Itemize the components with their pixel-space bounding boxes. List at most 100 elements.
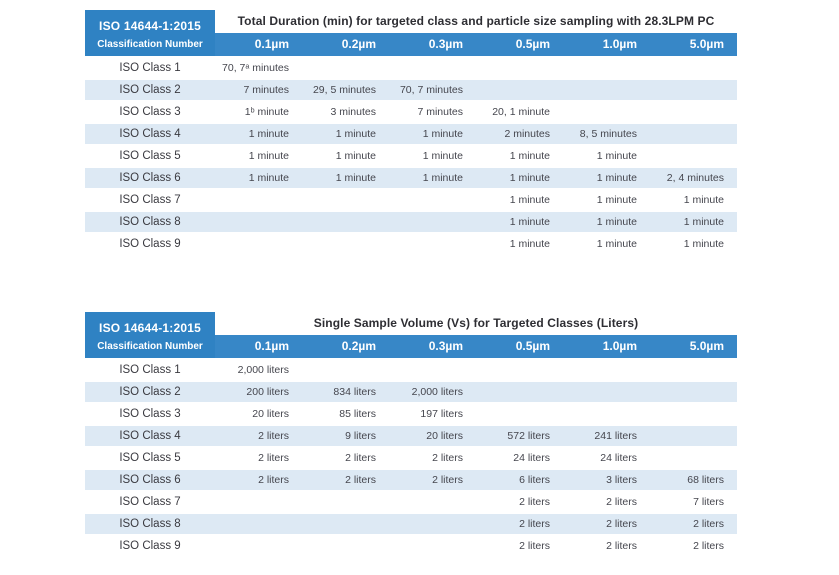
value-cell (650, 124, 737, 144)
row-label: ISO Class 4 (119, 128, 181, 140)
value-cell (563, 102, 650, 122)
table-title: Single Sample Volume (Vs) for Targeted C… (313, 316, 639, 330)
value-cell (476, 404, 563, 424)
header-right: Single Sample Volume (Vs) for Targeted C… (215, 312, 737, 358)
value-cell (389, 58, 476, 78)
row-label: ISO Class 4 (119, 430, 181, 442)
value-cell (650, 382, 737, 402)
row-label: ISO Class 8 (119, 216, 181, 228)
value-cell (563, 80, 650, 100)
value-cell: 2,000 liters (411, 386, 463, 398)
value-cell: 1 minute (596, 238, 637, 250)
table-row: ISO Class 5 1 minute 1 minute 1 minute 1 min… (85, 146, 737, 168)
value-cell: 572 liters (507, 430, 550, 442)
value-cell: 70, 7 minutes (399, 84, 463, 96)
value-cell: 20 liters (252, 408, 289, 420)
value-cell (302, 58, 389, 78)
table-row: ISO Class 1 2,000 liters (85, 360, 737, 382)
value-cell (650, 58, 737, 78)
value-cell: 2 liters (258, 474, 289, 486)
value-cell (215, 190, 302, 210)
value-cell: 68 liters (687, 474, 724, 486)
value-cell: 7 minutes (417, 106, 463, 118)
value-cell: 1 minute (596, 216, 637, 228)
value-cell: 2,000 liters (237, 364, 289, 376)
value-cell: 1 minute (509, 216, 550, 228)
column-header: 5.0µm (689, 339, 724, 353)
value-cell (302, 514, 389, 534)
column-header-row: 0.1µm 0.2µm 0.3µm 0.5µm 1.0µm 5.0µm (215, 335, 737, 358)
value-cell (476, 80, 563, 100)
table-row: ISO Class 5 2 liters 2 liters 2 liters 24 li… (85, 448, 737, 470)
total-duration-table: ISO 14644-1:2015 Classification Number T… (85, 10, 737, 256)
value-cell (302, 234, 389, 254)
table-row: ISO Class 6 1 minute 1 minute 1 minute 1 min… (85, 168, 737, 190)
column-header-row: 0.1µm 0.2µm 0.3µm 0.5µm 1.0µm 5.0µm (215, 33, 737, 56)
value-cell: 1 minute (596, 194, 637, 206)
table-row: ISO Class 7 2 liters 2 liters 7 liters (85, 492, 737, 514)
column-header: 0.3µm (428, 339, 463, 353)
value-cell: 834 liters (333, 386, 376, 398)
value-cell (650, 102, 737, 122)
value-cell: 2 liters (432, 474, 463, 486)
value-cell: 2 liters (258, 452, 289, 464)
value-cell (389, 234, 476, 254)
row-label: ISO Class 5 (119, 452, 181, 464)
row-label: ISO Class 2 (119, 386, 181, 398)
value-cell (563, 360, 650, 380)
row-label: ISO Class 7 (119, 194, 181, 206)
value-cell: 2 liters (258, 430, 289, 442)
row-label: ISO Class 2 (119, 84, 181, 96)
value-cell: 20 liters (426, 430, 463, 442)
row-label: ISO Class 3 (119, 408, 181, 420)
value-cell: 24 liters (600, 452, 637, 464)
value-cell (650, 146, 737, 166)
value-cell (476, 58, 563, 78)
table-row: ISO Class 1 70, 7ᵃ minutes (85, 58, 737, 80)
classification-number-label: Classification Number (97, 38, 203, 50)
value-cell (563, 382, 650, 402)
value-cell: 24 liters (513, 452, 550, 464)
column-header: 1.0µm (602, 339, 637, 353)
value-cell: 2 liters (345, 452, 376, 464)
value-cell: 1 minute (422, 150, 463, 162)
value-cell: 2 liters (606, 518, 637, 530)
value-cell (215, 212, 302, 232)
value-cell (302, 190, 389, 210)
iso-standard-label: ISO 14644-1:2015 (99, 320, 201, 335)
value-cell (650, 80, 737, 100)
value-cell: 2 liters (606, 540, 637, 552)
value-cell: 1ᵇ minute (244, 106, 289, 118)
column-header: 0.2µm (341, 37, 376, 51)
value-cell: 1 minute (335, 150, 376, 162)
value-cell: 2 liters (432, 452, 463, 464)
value-cell: 2 liters (693, 518, 724, 530)
value-cell (389, 492, 476, 512)
table-row: ISO Class 8 2 liters 2 liters 2 liters (85, 514, 737, 536)
row-label: ISO Class 8 (119, 518, 181, 530)
row-label: ISO Class 1 (119, 364, 181, 376)
value-cell: 3 minutes (330, 106, 376, 118)
value-cell: 241 liters (594, 430, 637, 442)
value-cell (563, 404, 650, 424)
value-cell: 1 minute (509, 194, 550, 206)
row-label: ISO Class 1 (119, 62, 181, 74)
row-label: ISO Class 9 (119, 238, 181, 250)
value-cell (215, 536, 302, 556)
header-right: Total Duration (min) for targeted class … (215, 10, 737, 56)
value-cell: 20, 1 minute (492, 106, 550, 118)
value-cell (215, 492, 302, 512)
classification-number-label: Classification Number (97, 340, 203, 352)
value-cell: 7 liters (693, 496, 724, 508)
value-cell: 1 minute (596, 150, 637, 162)
value-cell (650, 360, 737, 380)
value-cell (650, 404, 737, 424)
value-cell (389, 360, 476, 380)
table-row: ISO Class 9 1 minute 1 minute 1 minute (85, 234, 737, 256)
value-cell: 1 minute (683, 238, 724, 250)
value-cell: 70, 7ᵃ minutes (222, 62, 289, 74)
row-label: ISO Class 5 (119, 150, 181, 162)
value-cell (302, 536, 389, 556)
row-label: ISO Class 3 (119, 106, 181, 118)
